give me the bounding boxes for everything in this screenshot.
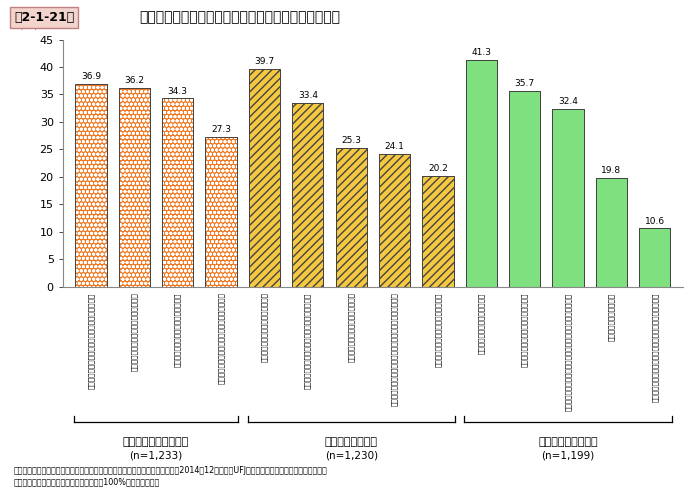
Text: (n=1,233): (n=1,233) xyxy=(130,451,183,460)
Text: 運営資金の調達が難しい: 運営資金の調達が難しい xyxy=(608,292,615,340)
Text: 事業を行う上で社外の経営資源を活用することが難しい: 事業を行う上で社外の経営資源を活用することが難しい xyxy=(652,292,658,402)
Bar xyxy=(118,88,150,287)
Bar xyxy=(553,109,583,287)
Bar xyxy=(639,228,671,287)
Text: 検討開始の判断の段階: 検討開始の判断の段階 xyxy=(123,437,189,447)
Bar xyxy=(379,154,411,287)
Text: 情報収集やアイデアだしに手間がかかる: 情報収集やアイデアだしに手間がかかる xyxy=(131,292,137,371)
Bar xyxy=(206,137,237,287)
Bar xyxy=(118,88,150,287)
Text: (n=1,230): (n=1,230) xyxy=(325,451,378,460)
Text: 検討を担当する人材の見極めが難しい: 検討を担当する人材の見極めが難しい xyxy=(174,292,181,367)
Text: 本格的な検討を開始する時期の見極めが難しい: 本格的な検討を開始する時期の見極めが難しい xyxy=(217,292,224,384)
Bar xyxy=(639,228,671,287)
Bar xyxy=(596,178,627,287)
Text: 投資を決づける判断材料となる十分な情報収が集まらない: 投資を決づける判断材料となる十分な情報収が集まらない xyxy=(391,292,398,406)
Bar xyxy=(292,103,323,287)
Bar xyxy=(75,84,107,287)
Bar xyxy=(379,154,411,287)
Bar xyxy=(335,148,367,287)
Text: 33.4: 33.4 xyxy=(298,91,318,100)
Bar xyxy=(379,154,411,287)
Bar xyxy=(118,88,150,287)
Bar xyxy=(249,69,280,287)
Text: 第2-1-21図: 第2-1-21図 xyxy=(14,11,74,24)
Text: 10.6: 10.6 xyxy=(645,216,665,226)
Bar xyxy=(292,103,323,287)
Text: 事業化の判断の段階: 事業化の判断の段階 xyxy=(538,437,598,447)
Text: 事業化の時期の見極めが難しい: 事業化の時期の見極めが難しい xyxy=(478,292,484,354)
Text: 24.1: 24.1 xyxy=(385,142,404,152)
Bar xyxy=(596,178,627,287)
Text: (%): (%) xyxy=(20,20,38,30)
Bar xyxy=(335,148,367,287)
Bar xyxy=(206,137,237,287)
Text: 39.7: 39.7 xyxy=(254,57,275,66)
Text: 41.3: 41.3 xyxy=(471,48,491,57)
Bar xyxy=(553,109,583,287)
Text: 25.3: 25.3 xyxy=(342,136,361,145)
Text: 20.2: 20.2 xyxy=(428,164,448,173)
Text: 27.3: 27.3 xyxy=(211,125,231,134)
Bar xyxy=(162,98,193,287)
Text: 投資の判断の段階: 投資の判断の段階 xyxy=(325,437,378,447)
Text: 投資を決づける事業内容や規模の見極めが難しい: 投資を決づける事業内容や規模の見極めが難しい xyxy=(305,292,311,389)
Text: 中規模企業のイノベーションのプロセス別に見た課題: 中規模企業のイノベーションのプロセス別に見た課題 xyxy=(139,10,340,24)
Bar xyxy=(639,228,671,287)
Text: 34.3: 34.3 xyxy=(168,86,187,95)
Bar xyxy=(422,176,454,287)
Bar xyxy=(249,69,280,287)
Bar xyxy=(466,60,497,287)
Text: 36.2: 36.2 xyxy=(124,76,144,85)
Bar xyxy=(249,69,280,287)
Text: （注）　複数回答のため、合計は必ずしも100%にはならない。: （注） 複数回答のため、合計は必ずしも100%にはならない。 xyxy=(14,477,160,486)
Bar xyxy=(466,60,497,287)
Bar xyxy=(553,109,583,287)
Bar xyxy=(509,90,540,287)
Text: 試行を担当する人材の見極めが難しい: 試行を担当する人材の見極めが難しい xyxy=(435,292,441,367)
Text: 36.9: 36.9 xyxy=(81,72,101,81)
Text: 資料：中小企業庁委託「「市場開拓」と「新たな取り組み」に関する調査」（2014年12月、三菱UFJリサーチ＆コンサルティング（株））: 資料：中小企業庁委託「「市場開拓」と「新たな取り組み」に関する調査」（2014年… xyxy=(14,466,328,475)
Text: 投資時期・必要性の見極めが難しい: 投資時期・必要性の見極めが難しい xyxy=(261,292,268,363)
Bar xyxy=(466,60,497,287)
Bar xyxy=(162,98,193,287)
Text: 19.8: 19.8 xyxy=(602,166,622,175)
Bar xyxy=(422,176,454,287)
Text: イノベーションの取組の必要性の見極めが難しい: イノベーションの取組の必要性の見極めが難しい xyxy=(88,292,94,389)
Text: 35.7: 35.7 xyxy=(514,79,535,88)
Bar xyxy=(75,84,107,287)
Bar xyxy=(206,137,237,287)
Text: 32.4: 32.4 xyxy=(558,97,578,106)
Bar xyxy=(292,103,323,287)
Text: 投資をするための資金調達が難しい: 投資をするための資金調達が難しい xyxy=(348,292,355,363)
Text: 事業を担当する人材の見極めが難しい: 事業を担当する人材の見極めが難しい xyxy=(521,292,528,367)
Bar xyxy=(422,176,454,287)
Bar xyxy=(596,178,627,287)
Text: (n=1,199): (n=1,199) xyxy=(542,451,595,460)
Bar xyxy=(75,84,107,287)
Text: 事業化を決づける判断材料となる十分な情報収が集まらない: 事業化を決づける判断材料となる十分な情報収が集まらない xyxy=(565,292,572,411)
Bar xyxy=(335,148,367,287)
Bar xyxy=(509,90,540,287)
Bar xyxy=(509,90,540,287)
Bar xyxy=(162,98,193,287)
